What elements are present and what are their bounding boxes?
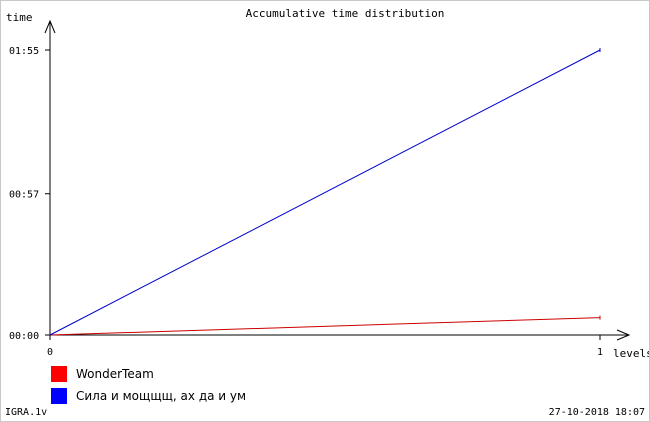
- y-axis-arrow: [44, 19, 56, 34]
- y-tick-label-0: 00:00: [9, 331, 39, 342]
- footer-timestamp: 27-10-2018 18:07: [548, 407, 645, 418]
- y-tick-label-2: 01:55: [9, 46, 39, 57]
- legend: WonderTeam Сила и мощщщ, ах да и ум: [51, 363, 246, 407]
- legend-swatch-wonderteam: [51, 366, 67, 382]
- legend-item-wonderteam: WonderTeam: [51, 363, 246, 385]
- axes: [44, 19, 631, 341]
- y-tick-label-1: 00:57: [9, 190, 39, 201]
- x-tick-label-1: 1: [597, 347, 603, 358]
- x-axis-label: levels: [613, 347, 649, 360]
- footer-app-name: IGRA.1v: [5, 407, 48, 418]
- series-line-1: [49, 49, 601, 336]
- legend-item-sila: Сила и мощщщ, ах да и ум: [51, 385, 246, 407]
- time-distribution-chart: Accumulative time distribution time leve…: [6, 7, 649, 360]
- series-line-0: [49, 317, 601, 336]
- legend-swatch-sila: [51, 388, 67, 404]
- legend-label-wonderteam: WonderTeam: [76, 367, 154, 381]
- legend-label-sila: Сила и мощщщ, ах да и ум: [76, 389, 247, 403]
- series-lines: [49, 48, 601, 336]
- x-axis-arrow: [616, 329, 631, 341]
- chart-title: Accumulative time distribution: [246, 7, 445, 20]
- x-tick-label-0: 0: [47, 347, 53, 358]
- y-axis-label: time: [6, 11, 33, 24]
- axis-ticks: 00:00 00:57 01:55 0 1: [9, 46, 603, 358]
